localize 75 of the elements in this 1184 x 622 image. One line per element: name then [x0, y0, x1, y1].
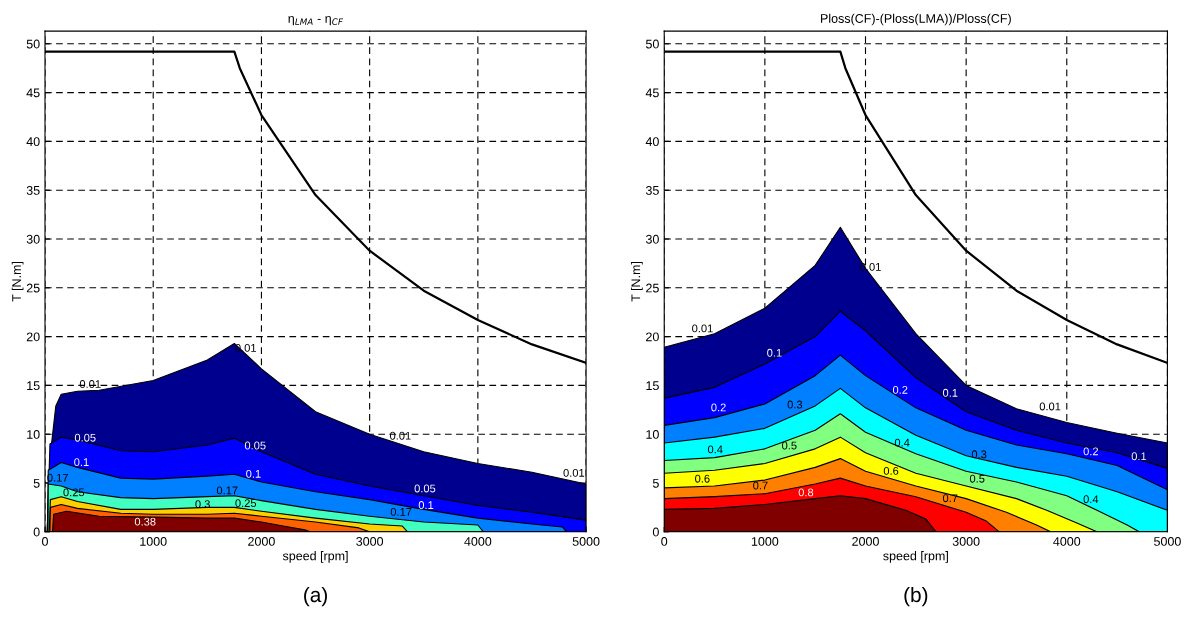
y-tick-label: 30	[645, 234, 659, 244]
annotation: 0.17	[216, 486, 238, 495]
annotation: 0.2	[892, 385, 908, 394]
annotation: 0.7	[753, 481, 768, 490]
y-tick-label: 50	[26, 39, 40, 49]
y-tick-label: 25	[646, 283, 659, 293]
x-tick-label: 3000	[952, 537, 980, 546]
annotation: 0.5	[969, 474, 985, 483]
annotation: 0.17	[390, 507, 412, 516]
y-tick-label: 0	[652, 527, 659, 537]
annotation: 0.1	[767, 348, 782, 357]
annotation: 0.8	[798, 488, 814, 497]
annotation: 0.25	[235, 499, 257, 508]
y-tick-label: 10	[27, 430, 40, 439]
annotation: 0.05	[244, 441, 266, 450]
y-tick-label: 40	[26, 137, 40, 147]
annotation: 0.05	[414, 484, 436, 493]
annotation: 0.1	[942, 388, 958, 397]
annotation: 0.4	[894, 438, 910, 447]
annotation: 0.01	[563, 468, 585, 477]
text: (b)	[904, 586, 928, 607]
x-tick-label: 2000	[852, 537, 879, 546]
annotation: 0.7	[942, 494, 958, 503]
y-tick-label: 10	[646, 430, 659, 439]
annotation: 0.4	[707, 445, 723, 454]
y-tick-label: 5	[33, 478, 40, 488]
y-tick-label: 30	[26, 234, 40, 244]
x-axis-title: speed [rpm]	[883, 551, 948, 563]
text: (a)	[304, 586, 327, 607]
x-tick-label: 4000	[464, 537, 492, 546]
y-tick-label: 40	[645, 137, 659, 147]
y-tick-label: 45	[645, 88, 659, 98]
annotation: 0.2	[711, 403, 726, 412]
annotation: 0.3	[787, 400, 803, 409]
y-tick-label: 0	[33, 527, 40, 537]
annotation: 0.6	[695, 474, 710, 483]
x-tick-label: 5000	[572, 537, 600, 546]
annotation: 0.01	[1039, 402, 1061, 411]
annotation: 0.38	[134, 517, 156, 526]
annotation: 0.1	[246, 469, 261, 478]
y-tick-label: 15	[27, 381, 40, 391]
annotation: 0.2	[1083, 447, 1098, 456]
annotation: 0.5	[782, 441, 797, 450]
y-axis-title: T [N.m]	[11, 261, 24, 302]
x-tick-label: 0	[42, 537, 48, 546]
annotation: 0.05	[74, 433, 96, 442]
y-tick-label: 45	[26, 88, 40, 98]
annotation: 0.01	[390, 431, 411, 440]
annotation: 0.25	[63, 488, 85, 497]
x-tick-label: 3000	[356, 537, 384, 546]
chart-title: η$_{LMA}$ - η$_{CF}$	[288, 16, 344, 26]
x-tick-label: 1000	[140, 537, 167, 546]
x-tick-label: 2000	[248, 537, 275, 546]
x-tick-label: 4000	[1053, 537, 1081, 546]
annotation: 0.01	[692, 324, 713, 333]
y-tick-label: 25	[26, 283, 40, 293]
annotation: 0.4	[1083, 495, 1099, 504]
y-tick-label: 15	[646, 381, 659, 391]
y-tick-label: 5	[652, 478, 659, 488]
y-tick-label: 35	[26, 186, 40, 195]
y-axis-title: T [N.m]	[631, 261, 643, 302]
x-tick-label: 1000	[751, 537, 779, 546]
annotation: 0.1	[1131, 452, 1147, 461]
y-tick-label: 50	[645, 39, 659, 49]
y-tick-label: 20	[26, 332, 40, 342]
x-tick-label: 5000	[1154, 537, 1181, 546]
x-tick-label: 0	[661, 537, 668, 546]
y-tick-label: 20	[646, 332, 659, 342]
annotation: 0.3	[971, 450, 987, 459]
annotation: 0.1	[74, 458, 89, 467]
x-axis-title: speed [rpm]	[282, 551, 348, 563]
chart-title: Ploss(CF)-(Ploss(LMA))/Ploss(CF)	[821, 13, 1011, 26]
y-tick-label: 35	[645, 186, 659, 195]
annotation: 0.6	[883, 466, 899, 475]
annotation: 0.1	[418, 501, 434, 509]
